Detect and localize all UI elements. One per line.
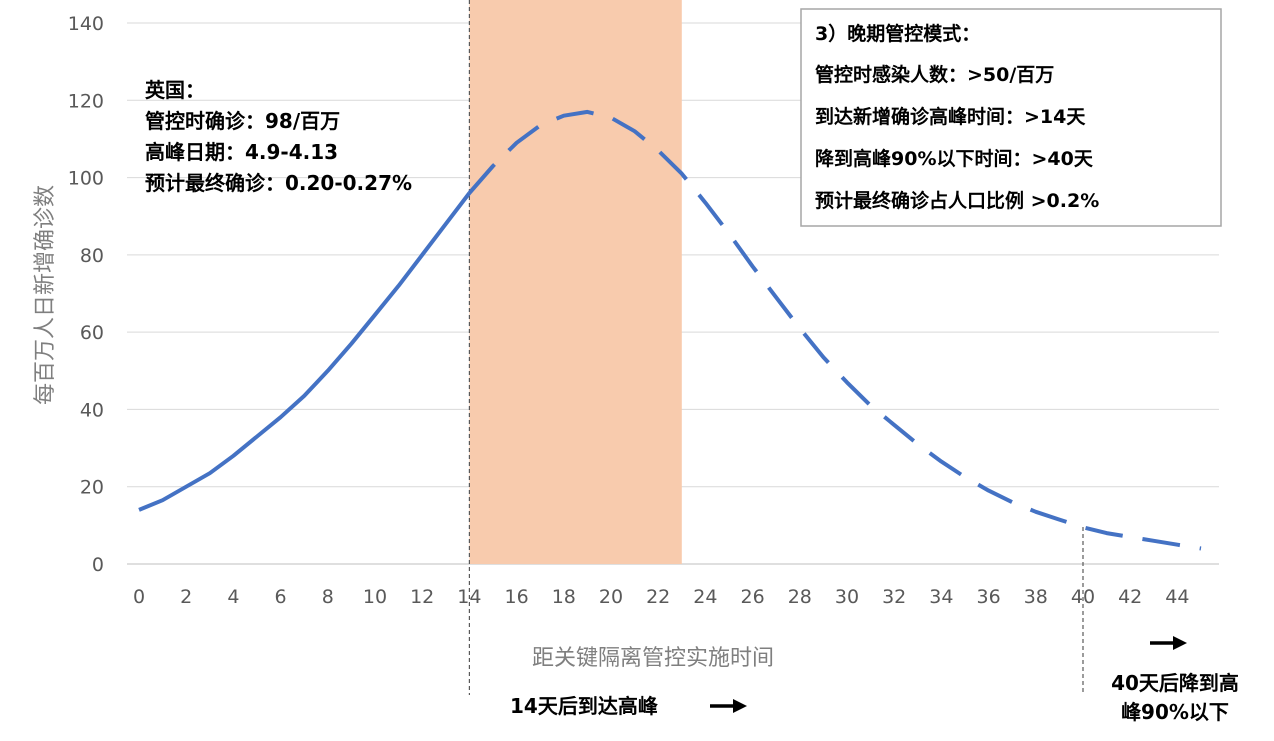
control-period-band (469, 0, 682, 564)
series-line-solid (138, 191, 471, 512)
y-tick-label: 80 (80, 245, 104, 267)
y-tick-label: 40 (80, 399, 104, 421)
x-tick-label: 38 (1024, 586, 1048, 608)
decline-arrow-head (1173, 636, 1187, 650)
x-axis-ticks: 0 2 4 6 8 10 12 14 16 18 20 22 24 26 28 30 32 34 36 38 40 42 4… (133, 586, 1190, 608)
x-tick-label: 36 (977, 586, 1001, 608)
late-control-box-border (800, 8, 1222, 227)
x-tick-label: 30 (835, 586, 859, 608)
late-control-box: 3）晚期管控模式： 管控时感染人数：>50/百万 到达新增确诊高峰时间：>14天… (800, 8, 1222, 227)
y-axis-title: 每百万人日新增确诊数 (33, 185, 58, 405)
uk-line-3: 高峰日期：4.9-4.13 (145, 140, 338, 164)
box-line-5: 预计最终确诊占人口比例 >0.2% (815, 189, 1099, 212)
x-tick-label: 42 (1118, 586, 1142, 608)
x-tick-label: 12 (410, 586, 434, 608)
y-tick-label: 120 (68, 90, 104, 112)
y-tick-label: 20 (80, 477, 104, 499)
box-line-2: 管控时感染人数：>50/百万 (815, 63, 1054, 86)
y-tick-label: 60 (80, 322, 104, 344)
x-tick-label: 28 (788, 586, 812, 608)
uk-annotation: 英国： 管控时确诊：98/百万 高峰日期：4.9-4.13 预计最终确诊：0.2… (145, 78, 412, 195)
x-tick-label: 0 (133, 586, 145, 608)
x-tick-label: 18 (552, 586, 576, 608)
decline-note-line-2: 峰90%以下 (1121, 700, 1229, 724)
y-tick-label: 0 (92, 554, 104, 576)
x-tick-label: 10 (363, 586, 387, 608)
x-tick-label: 20 (599, 586, 623, 608)
series-lines (138, 109, 1202, 551)
y-tick-label: 140 (68, 13, 104, 35)
peak-arrow-head (733, 699, 747, 713)
x-tick-label: 32 (882, 586, 906, 608)
x-tick-label: 6 (275, 586, 287, 608)
box-line-3: 到达新增确诊高峰时间：>14天 (815, 105, 1086, 128)
box-line-1: 3）晚期管控模式： (815, 22, 980, 45)
box-line-4: 降到高峰90%以下时间：>40天 (815, 147, 1094, 170)
uk-line-1: 英国： (145, 78, 205, 102)
x-tick-label: 8 (322, 586, 334, 608)
y-axis-ticks: 0 20 40 60 80 100 120 140 (68, 13, 104, 576)
x-tick-label: 34 (929, 586, 953, 608)
x-tick-label: 44 (1165, 586, 1189, 608)
x-axis-title: 距关键隔离管控实施时间 (532, 646, 774, 671)
x-tick-label: 26 (741, 586, 765, 608)
x-tick-label: 24 (693, 586, 717, 608)
x-tick-label: 4 (227, 586, 239, 608)
series-line-dashed (467, 109, 1202, 551)
vertical-markers (468, 0, 1084, 695)
x-tick-label: 22 (646, 586, 670, 608)
x-tick-label: 16 (505, 586, 529, 608)
uk-line-4: 预计最终确诊：0.20-0.27% (145, 171, 412, 195)
decline-note-line-1: 40天后降到高 (1111, 671, 1239, 695)
decline-note: 40天后降到高 峰90%以下 (1111, 636, 1239, 724)
x-tick-label: 2 (180, 586, 192, 608)
peak-note: 14天后到达高峰 (510, 694, 747, 718)
uk-line-2: 管控时确诊：98/百万 (145, 109, 340, 133)
y-tick-label: 100 (68, 168, 104, 190)
peak-note-text: 14天后到达高峰 (510, 694, 658, 718)
